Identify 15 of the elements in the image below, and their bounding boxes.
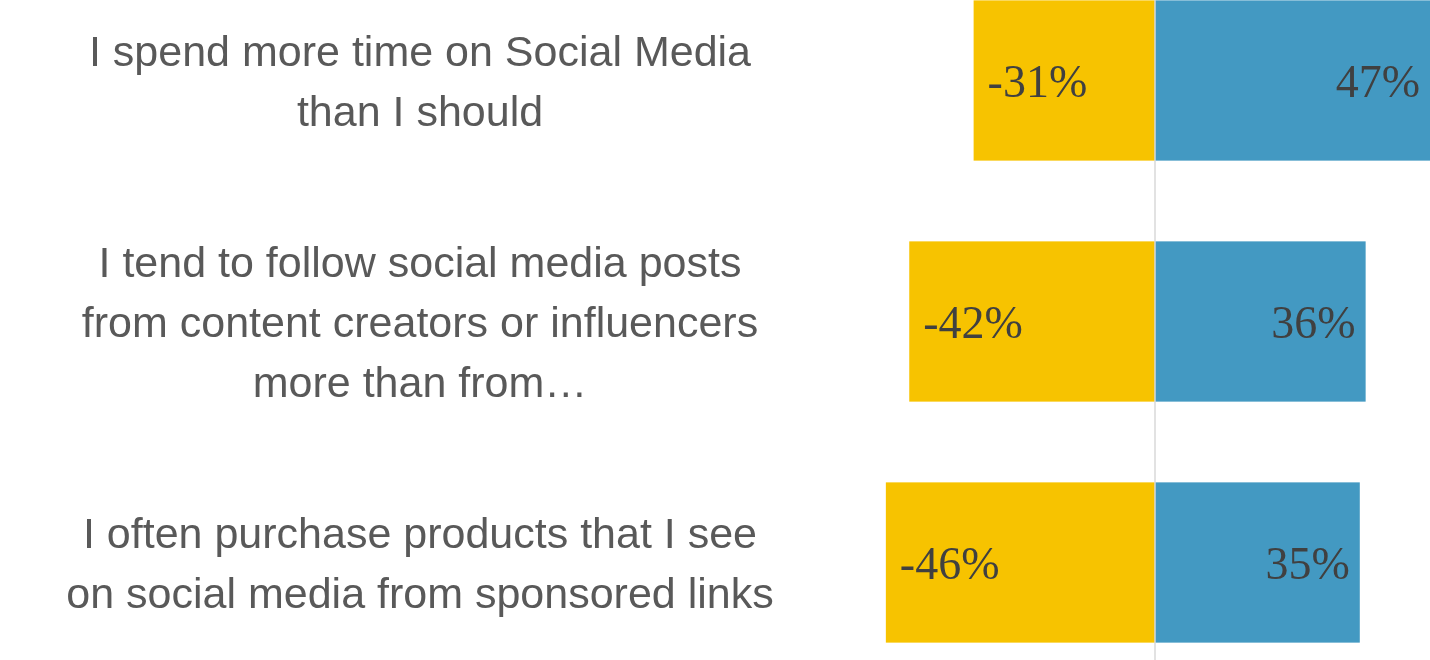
bar (1155, 0, 1430, 161)
bar (973, 0, 1155, 161)
y-tick-label: I spend more time on Social Media than I should (88, 26, 752, 135)
data-label: -46% (899, 537, 1000, 589)
data-label: 36% (1271, 296, 1356, 348)
bar (885, 482, 1155, 643)
y-tick-label: I often purchase products that I see on social media from sponsored links (66, 508, 774, 617)
bar (1155, 482, 1360, 643)
data-label: 35% (1265, 537, 1350, 589)
data-label: -31% (987, 55, 1088, 107)
bar (909, 241, 1155, 402)
bar (1155, 241, 1366, 402)
y-tick-label: I tend to follow social media posts from content creators or influencers more than from… (81, 237, 759, 406)
data-label: -42% (923, 296, 1023, 348)
data-label: 47% (1335, 55, 1420, 107)
